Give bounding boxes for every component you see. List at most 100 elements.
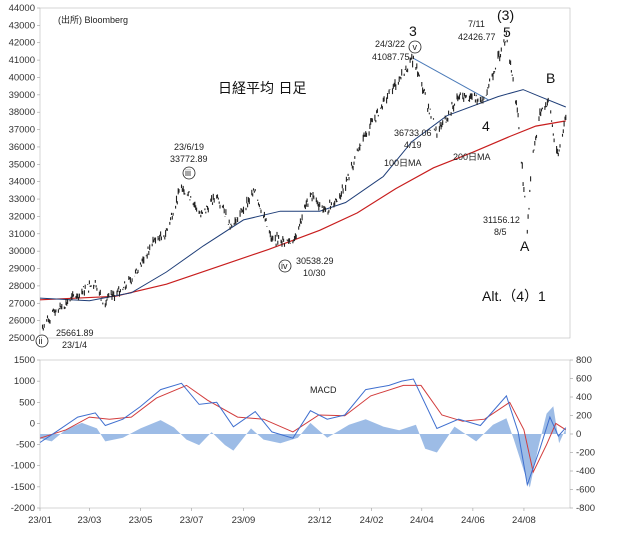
price-y-tick-label: 33000 (9, 194, 35, 205)
wave-label-b: B (546, 70, 555, 86)
macd-y-tick-right-label: 800 (576, 355, 592, 366)
macd-x-tick-label: 24/04 (410, 515, 434, 526)
price-y-tick-label: 37000 (9, 125, 35, 136)
macd-x-tick-label: 23/05 (129, 515, 153, 526)
macd-x-tick-label: 24/08 (512, 515, 536, 526)
ma200-line (39, 120, 566, 301)
macd-y-tick-right-label: 0 (576, 429, 581, 440)
histogram-area (40, 406, 566, 488)
price-y-tick-label: 42000 (9, 38, 35, 49)
annotation-2023-10-30-date: 10/30 (303, 268, 326, 278)
price-y-tick-label: 38000 (9, 107, 35, 118)
annotation-2023-01-04: 25661.89 23/1/4 (56, 328, 96, 350)
price-y-tick-label: 25000 (9, 333, 35, 344)
price-series (41, 31, 567, 331)
macd-y-tick-right-label: 600 (576, 374, 592, 385)
annotation-2024-04-19-date: 4/19 (404, 140, 422, 150)
macd-y-tick-right-label: -800 (576, 503, 595, 514)
macd-y-axis-left: -2000 -1500 -1000 -500 0 500 1000 1500 (11, 355, 40, 514)
annotation-2024-07-11: 7/11 42426.77 (458, 19, 496, 42)
price-y-tick-label: 40000 (9, 72, 35, 83)
source-label: (出所) Bloomberg (58, 14, 128, 25)
annotation-2023-01-04-date: 23/1/4 (62, 340, 87, 350)
annotation-2023-06-19-date: 23/6/19 (174, 142, 204, 152)
price-y-tick-label: 28000 (9, 281, 35, 292)
annotation-2023-01-04-value: 25661.89 (56, 328, 94, 338)
signal-line (39, 384, 567, 474)
ma200-label: 200日MA (453, 152, 491, 162)
price-y-tick-label: 39000 (9, 90, 35, 101)
price-y-tick-label: 36000 (9, 142, 35, 153)
price-y-tick-label: 27000 (9, 298, 35, 309)
macd-title: MACD (310, 385, 337, 395)
macd-line (39, 378, 567, 487)
price-y-tick-label: 41000 (9, 55, 35, 66)
annotation-2023-06-19: 23/6/19 33772.89 (170, 142, 208, 164)
wave-circle-ii-text: ii (39, 336, 43, 346)
price-y-axis: 25000 26000 27000 28000 29000 30000 31000 32000… (9, 3, 40, 344)
macd-x-tick-label: 23/01 (28, 515, 52, 526)
macd-y-axis-right: -800 -600 -400 -200 0 200 400 600 800 (570, 355, 595, 514)
annotation-2024-07-11-date: 7/11 (468, 19, 485, 29)
wave-label-p3: (3) (497, 7, 514, 23)
macd-y-tick-right-label: -600 (576, 485, 595, 496)
annotation-2024-08-05: 31156.12 8/5 (483, 215, 522, 237)
macd-y-tick-left-label: 500 (19, 397, 35, 408)
macd-x-tick-label: 23/03 (78, 515, 102, 526)
macd-y-tick-left-label: 0 (30, 418, 35, 429)
macd-x-tick-label: 24/06 (461, 515, 485, 526)
wave-circle-v: v (408, 40, 422, 54)
resistance-trendline (413, 57, 490, 101)
macd-y-tick-right-label: -200 (576, 448, 595, 459)
wave-circle-ii: ii (35, 334, 49, 348)
wave-circle-iii-text: iii (185, 168, 191, 178)
price-y-tick-label: 43000 (9, 20, 35, 31)
annotation-2024-04-19-value: 36733.06 (394, 128, 432, 138)
macd-x-tick-label: 24/02 (360, 515, 384, 526)
ma100-line (39, 89, 566, 302)
annotation-2024-03-22-date: 24/3/22 (375, 39, 405, 49)
price-y-tick-label: 29000 (9, 264, 35, 275)
wave-label-5: 5 (503, 24, 511, 40)
price-y-tick-label: 44000 (9, 3, 35, 14)
annotation-2024-07-11-value: 42426.77 (458, 32, 496, 42)
wave-label-3: 3 (409, 23, 417, 39)
annotation-2024-04-19: 36733.06 4/19 (394, 128, 434, 150)
price-plot-frame (39, 7, 571, 339)
price-y-tick-label: 35000 (9, 159, 35, 170)
price-y-tick-label: 34000 (9, 177, 35, 188)
macd-x-tick-label: 23/07 (180, 515, 204, 526)
annotation-2024-03-22: 24/3/22 41087.75 (372, 39, 410, 62)
price-panel: 25000 26000 27000 28000 29000 30000 31000 32000… (9, 3, 571, 350)
macd-y-tick-left-label: -2000 (11, 503, 35, 514)
annotation-2023-10-30-value: 30538.29 (296, 256, 334, 266)
macd-x-tick-label: 23/09 (232, 515, 256, 526)
price-y-tick-label: 26000 (9, 316, 35, 327)
macd-y-tick-right-label: -400 (576, 466, 595, 477)
macd-y-tick-right-label: 400 (576, 392, 592, 403)
price-y-tick-label: 30000 (9, 246, 35, 257)
macd-y-tick-left-label: -500 (16, 440, 35, 451)
macd-y-tick-left-label: 1000 (14, 376, 35, 387)
macd-y-tick-right-label: 200 (576, 411, 592, 422)
macd-x-tick-label: 23/12 (308, 515, 332, 526)
wave-circle-iii: iii (182, 166, 196, 180)
annotation-2023-06-19-value: 33772.89 (170, 154, 208, 164)
annotation-2024-03-22-value: 41087.75 (372, 52, 410, 62)
macd-y-tick-left-label: 1500 (14, 355, 35, 366)
macd-y-tick-left-label: -1500 (11, 482, 35, 493)
price-y-tick-label: 31000 (9, 229, 35, 240)
wave-circle-v-text: v (413, 42, 418, 52)
ma100-label: 100日MA (384, 158, 422, 168)
price-y-tick-label: 32000 (9, 211, 35, 222)
wave-label-a: A (520, 238, 530, 254)
macd-x-axis: 23/01 23/03 23/05 23/07 23/09 23/12 24/02 24/04… (28, 508, 536, 526)
wave-label-4: 4 (482, 118, 490, 134)
annotation-2024-08-05-value: 31156.12 (483, 215, 520, 225)
macd-y-tick-left-label: -1000 (11, 461, 35, 472)
alt-count-label: Alt.（4）1 (482, 288, 546, 304)
annotation-2024-08-05-date: 8/5 (494, 227, 507, 237)
wave-circle-iv-text: iv (281, 261, 288, 271)
